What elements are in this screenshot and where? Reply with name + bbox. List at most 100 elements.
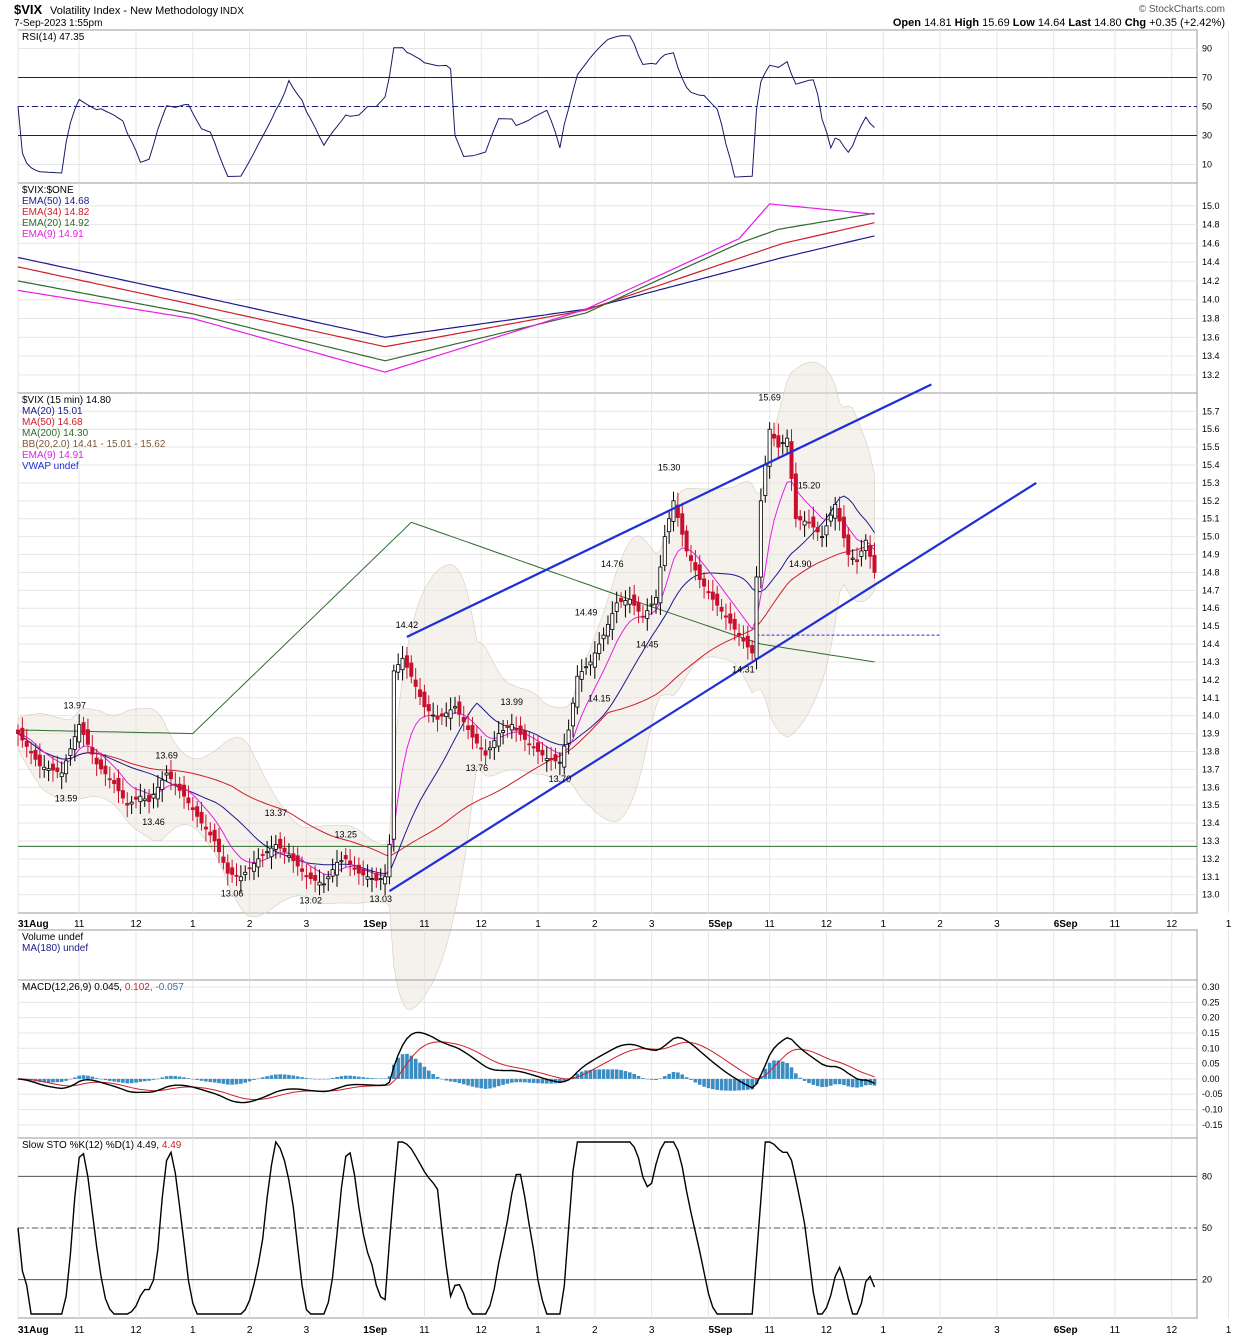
macd-hist-bar	[588, 1069, 593, 1079]
candle-body	[335, 862, 340, 876]
x-tick-label: 1	[190, 1325, 196, 1336]
macd-hist-bar	[46, 1078, 51, 1083]
macd-hist-bar	[317, 1078, 322, 1080]
candle-body	[273, 844, 278, 850]
macd-hist-bar	[400, 1054, 405, 1079]
macd-hist-bar	[177, 1076, 182, 1079]
x-tick-label: 11	[419, 919, 430, 930]
candle-body	[129, 801, 134, 805]
candle-body	[217, 838, 222, 853]
candle-body	[597, 643, 602, 654]
macd-hist-bar	[754, 1078, 759, 1085]
price-annotation: 13.97	[64, 700, 87, 710]
y-tick-label: 15.3	[1202, 478, 1220, 488]
macd-hist-bar	[745, 1078, 750, 1090]
macd-hist-bar	[121, 1078, 125, 1083]
macd-hist-bar	[457, 1078, 462, 1084]
legend-entry: Volume undef	[22, 932, 83, 943]
candle-body	[85, 729, 90, 745]
candle-body	[103, 765, 108, 775]
candle-body	[824, 525, 829, 536]
candle-body	[234, 874, 239, 877]
candle-body	[42, 766, 47, 770]
macd-hist-bar	[370, 1078, 374, 1079]
candle-body	[579, 671, 584, 680]
macd-hist-bar	[134, 1078, 138, 1083]
legend-entry: EMA(9) 14.91	[22, 450, 84, 461]
candles	[15, 422, 877, 896]
macd-hist-bar	[335, 1076, 339, 1079]
candle-body	[667, 518, 672, 533]
macd-hist-bar	[571, 1076, 575, 1079]
candle-body	[483, 750, 488, 756]
price-annotation: 14.15	[588, 693, 611, 703]
exchange-label: INDX	[220, 6, 244, 17]
y-tick-label: 30	[1202, 131, 1212, 141]
candle-body	[409, 662, 414, 677]
x-axis: 31Aug 11 12 1 2 3 1Sep 11 12 1 2 3 5Sep 11 12 1 2 3 6Sep 11…	[18, 1325, 1232, 1336]
ma20-line	[17, 495, 875, 875]
candle-body	[531, 746, 536, 749]
x-tick-label: 12	[130, 1325, 142, 1336]
macd-hist-bar	[514, 1078, 518, 1083]
macd-hist-bar	[326, 1078, 331, 1080]
macd-hist-bar	[90, 1076, 95, 1079]
price-annotation: 14.45	[636, 640, 659, 650]
macd-hist-bar	[99, 1078, 103, 1080]
candle-body	[601, 634, 606, 640]
legend-entry: EMA(34) 14.82	[22, 207, 90, 218]
candle-body	[684, 530, 689, 552]
macd-hist-bar	[42, 1078, 47, 1083]
candle-body	[343, 855, 348, 860]
candle-body	[553, 754, 558, 762]
candle-body	[221, 856, 226, 863]
legend-entry: MACD(12,26,9) 0.045, 0.102, -0.057	[22, 982, 184, 993]
candle-body	[610, 613, 615, 630]
candle-body	[645, 610, 650, 619]
candle-body	[37, 754, 42, 767]
candle-body	[68, 748, 73, 756]
trendline	[406, 383, 932, 638]
candle-body	[514, 728, 519, 731]
candle-body	[190, 807, 195, 811]
x-tick-label: 6Sep	[1054, 1325, 1078, 1336]
macd-hist-bar	[453, 1078, 457, 1083]
candle-body	[352, 867, 357, 870]
macd-hist-bar	[802, 1078, 807, 1081]
candle-body	[492, 740, 497, 748]
legend-entry: $VIX:$ONE	[22, 185, 74, 196]
candle-body	[238, 876, 243, 882]
macd-hist-bar	[308, 1078, 313, 1080]
candle-body	[256, 858, 261, 868]
candle-body	[251, 862, 256, 872]
x-tick-label: 3	[304, 919, 310, 930]
x-tick-label: 2	[937, 919, 943, 930]
macd-hist-bar	[833, 1078, 837, 1085]
macd-hist-bar	[282, 1074, 287, 1079]
y-tick-label: 13.2	[1202, 370, 1220, 380]
macd-hist-bar	[51, 1078, 55, 1083]
candle-body	[46, 768, 51, 771]
candle-body	[356, 864, 361, 874]
candle-body	[133, 796, 138, 800]
macd-hist-bar	[396, 1057, 400, 1079]
macd-hist-bar	[225, 1078, 230, 1085]
x-tick-label: 1	[190, 919, 196, 930]
macd-hist-bar	[645, 1078, 650, 1080]
legend-entry: EMA(9) 14.91	[22, 229, 84, 240]
macd-hist-bar	[614, 1069, 619, 1079]
candle-body	[431, 714, 436, 717]
y-tick-label: 50	[1202, 102, 1212, 112]
symbol-label: $VIX	[14, 2, 43, 17]
macd-hist-bar	[365, 1077, 370, 1079]
candle-body	[487, 747, 492, 751]
candle-body	[422, 691, 427, 708]
candle-body	[627, 598, 632, 605]
y-tick-label: 15.1	[1202, 514, 1220, 524]
y-tick-label: 13.0	[1202, 890, 1220, 900]
candle-body	[850, 557, 855, 560]
candle-body	[448, 709, 453, 719]
candle-body	[182, 784, 187, 797]
y-tick-label: 15.4	[1202, 460, 1220, 470]
